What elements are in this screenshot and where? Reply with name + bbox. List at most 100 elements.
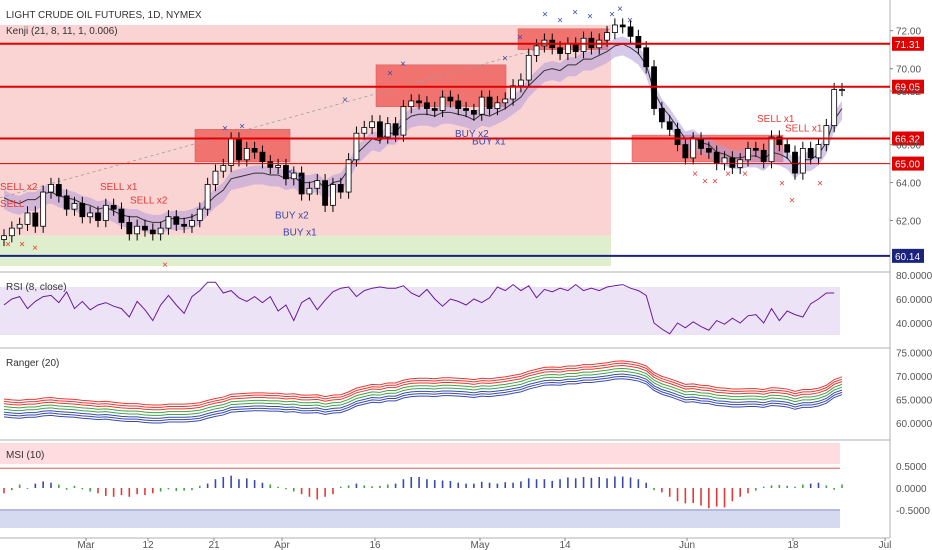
candle	[502, 98, 509, 104]
candle	[337, 184, 344, 193]
candle	[416, 100, 422, 104]
candle	[110, 204, 117, 210]
candle	[807, 147, 814, 159]
ranger-tick-label: 65.0000	[896, 395, 932, 406]
time-axis[interactable]: Mar 12 21 Apr 16 May 14 Jun 18 Jul	[77, 538, 891, 550]
candle	[330, 184, 336, 206]
candle	[510, 85, 516, 100]
candle	[705, 147, 712, 153]
x-marker: ×	[702, 177, 708, 188]
candle	[369, 121, 375, 128]
price-level-value: 66.32	[895, 135, 920, 146]
sell-signal: SELL x1	[785, 123, 823, 134]
candle	[400, 106, 407, 136]
ranger-tick-label: 75.0000	[896, 348, 932, 359]
candle	[16, 223, 23, 229]
candle	[643, 47, 650, 68]
rsi-tick-label: 80.0000	[896, 271, 932, 282]
candle	[55, 184, 62, 197]
buy-signal: BUY x2	[455, 129, 489, 140]
panel-dividers	[0, 0, 891, 539]
price-axis[interactable]: 72.00 70.00 68.82 66.00 64.00 62.00	[890, 27, 921, 228]
candle	[196, 208, 203, 221]
candle	[314, 180, 321, 189]
x-marker: ×	[32, 243, 38, 254]
price-level-value: 65.00	[895, 160, 920, 171]
price-tick-label: 64.00	[896, 179, 921, 190]
candle	[478, 96, 485, 115]
candle	[275, 165, 282, 168]
candle	[322, 180, 329, 206]
ranger-band-line	[3, 370, 843, 416]
price-tick-label: 68.82	[896, 87, 921, 98]
msi-tick-label: -0.5000	[896, 506, 930, 517]
x-marker: ×	[617, 4, 623, 15]
x-marker: ×	[692, 169, 698, 180]
candle	[87, 212, 94, 218]
resistance-zone	[0, 24, 611, 236]
rsi-band	[0, 287, 840, 335]
x-marker: ×	[222, 124, 228, 135]
x-marker: ×	[609, 10, 615, 21]
ranger-tick-label: 60.0000	[896, 419, 932, 430]
candle	[32, 212, 39, 227]
x-marker: ×	[239, 122, 245, 133]
candle	[165, 216, 172, 229]
candle	[392, 123, 399, 136]
msi-tick-label: 0.5000	[896, 462, 927, 473]
candle	[181, 223, 188, 227]
candle	[768, 136, 775, 163]
rsi-tick-label: 60.0000	[896, 295, 932, 306]
x-marker: ×	[627, 15, 633, 26]
x-marker: ×	[342, 95, 348, 106]
candle	[635, 35, 642, 49]
candle	[118, 208, 125, 223]
rsi-tick-label: 40.0000	[896, 319, 932, 330]
candle	[424, 102, 430, 109]
x-marker: ×	[725, 169, 731, 180]
candle	[611, 24, 618, 33]
x-marker: ×	[742, 169, 748, 180]
time-tick-label: Jun	[679, 540, 695, 550]
price-tick-label: 70.00	[896, 65, 921, 76]
x-marker: ×	[162, 260, 168, 271]
candle	[220, 165, 227, 172]
indicator-label: Kenji (21, 8, 11, 1, 0.006)	[6, 26, 118, 37]
price-level-tag	[892, 79, 924, 94]
candle	[674, 129, 681, 145]
time-tick-label: Apr	[274, 540, 290, 550]
candle	[698, 138, 704, 149]
candle	[455, 100, 462, 109]
signal-box	[517, 28, 609, 50]
price-level-tag	[892, 248, 924, 263]
price-level-value: 60.14	[895, 252, 920, 263]
candle	[486, 96, 493, 109]
x-marker: ×	[297, 173, 303, 184]
time-tick-label: May	[471, 540, 490, 550]
candle	[580, 37, 587, 52]
candle	[447, 96, 454, 102]
candle	[228, 138, 235, 166]
price-level-value: 69.05	[895, 83, 920, 94]
candle	[533, 45, 540, 56]
sell-signal: SELL x1	[100, 182, 138, 193]
candle	[471, 110, 477, 115]
ranger-band-line	[3, 362, 843, 408]
candle	[384, 123, 391, 138]
price-tick-label: 66.00	[896, 141, 921, 152]
candle	[784, 144, 791, 153]
trend-line	[0, 28, 612, 199]
candle	[431, 108, 438, 111]
rsi-panel: 80.0000 60.0000 40.0000	[0, 271, 932, 335]
candle	[658, 108, 665, 123]
buy-signal: BUY x2	[275, 211, 309, 222]
candle	[823, 125, 830, 145]
price-level-value: 71.31	[895, 40, 920, 51]
x-marker: ×	[779, 179, 785, 190]
x-marker: ×	[502, 53, 508, 64]
buy-signal: BUY x1	[283, 228, 317, 239]
price-levels: 71.31 69.05 66.32 65.00 60.14	[0, 36, 924, 263]
